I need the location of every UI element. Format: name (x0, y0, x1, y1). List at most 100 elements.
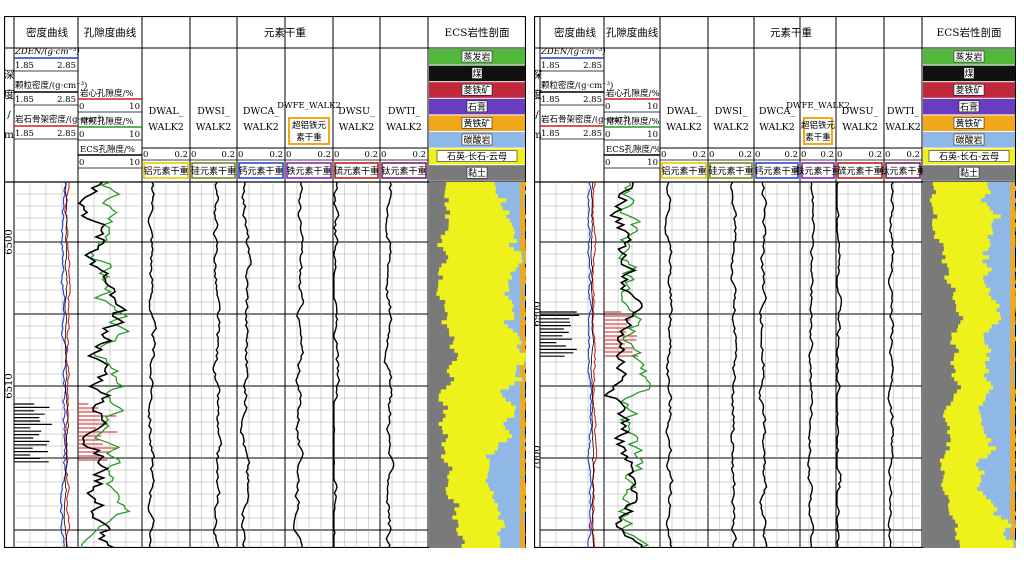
track-title-density: 密度曲线 (26, 26, 68, 39)
element-curve (383, 181, 395, 548)
porosity-scale-min: 0 (79, 102, 84, 112)
element-curve-name: WALK2 (148, 122, 184, 133)
depth-axis-label: 深 (4, 69, 14, 81)
element-curve (147, 181, 158, 548)
track-title-elements: 元素干重 (264, 26, 306, 39)
log-panel-right: 密度曲线 孔隙度曲线 元素干重 ECS岩性剖面深度 / m ZDEN/(g·cm⁻³) 1.8… (534, 16, 1016, 548)
element-scale-max: 0.2 (820, 150, 834, 160)
density-scale-max: 2.85 (583, 95, 602, 105)
element-label-box (238, 162, 284, 179)
porosity-scale-max: 10 (129, 102, 140, 112)
element-scale-max: 0.2 (174, 150, 188, 160)
density-scale-min: 1.85 (15, 129, 34, 139)
legend-label: 石英-长石-云母 (939, 151, 999, 163)
element-curve-name: DWFE_WALK2 (786, 101, 850, 111)
element-curve-name: DWAL_ (667, 106, 702, 117)
element-curve-name: DWCA_ (243, 106, 280, 117)
element-curve-name: WALK2 (842, 122, 878, 133)
density-curve-name: 颗粒密度/(g·cm⁻³) (541, 80, 613, 91)
density-scale-min: 1.85 (15, 61, 34, 71)
element-curve-name: WALK2 (759, 122, 795, 133)
legend-label: 黄铁矿 (463, 117, 490, 129)
element-scale-min: 0 (709, 150, 714, 160)
density-scale-max: 2.85 (583, 129, 602, 139)
porosity-scale-max: 10 (647, 102, 658, 112)
density-curve-name: ZDEN/(g·cm⁻³) (540, 46, 606, 57)
element-curve (212, 181, 223, 548)
element-scale-max: 0.2 (784, 150, 798, 160)
grid (540, 182, 922, 548)
track-title-ecs: ECS岩性剖面 (937, 26, 1002, 39)
element-curve-name: DWSI_ (197, 106, 230, 117)
depth-tick-label: 6500 (4, 229, 15, 254)
element-curve-name: WALK2 (713, 122, 749, 133)
porosity-curve-name: 岩心孔隙度/% (80, 88, 133, 99)
element-curve-name: DWTI_ (887, 106, 919, 117)
legend-label: 菱铁矿 (463, 84, 490, 96)
depth-tick-label: 6900 (534, 301, 543, 326)
element-scale-min: 0 (238, 150, 243, 160)
zden-curve (59, 181, 68, 548)
element-scale-min: 0 (143, 150, 148, 160)
porosity-scale-min: 0 (605, 130, 610, 140)
element-curve-name: WALK2 (885, 122, 921, 133)
porosity-scale-min: 0 (79, 158, 84, 168)
element-label: 铝元素干重 (661, 165, 706, 177)
depth-tick-label: 6510 (4, 373, 15, 398)
element-label: 钛元素干重 (381, 165, 426, 177)
element-curve-name: WALK2 (196, 122, 232, 133)
element-scale-min: 0 (885, 150, 890, 160)
element-label-box (801, 162, 835, 179)
element-curve-name: WALK2 (339, 122, 375, 133)
legend-label: 碳酸岩 (955, 134, 982, 146)
element-label: 铝元素干重 (143, 165, 188, 177)
depth-axis-label: / (7, 109, 11, 121)
element-label: 钙元素干重 (238, 165, 283, 177)
element-label: 铁元素干重 (795, 165, 840, 177)
element-label-box (755, 162, 799, 179)
density-curve-name: ZDEN/(g·cm⁻³) (14, 46, 80, 57)
element-label: 硫元素干重 (334, 165, 379, 177)
fe-extra-box (288, 117, 330, 145)
element-scale-min: 0 (286, 150, 291, 160)
element-scale-min: 0 (837, 150, 842, 160)
porosity-scale-min: 0 (79, 130, 84, 140)
element-label: 铁元素干重 (286, 165, 331, 177)
legend-label: 煤 (964, 68, 973, 80)
depth-axis-label: 度 (4, 88, 15, 101)
porosity-curve-name: 常规孔隙度/% (606, 116, 659, 127)
element-scale-max: 0.2 (317, 150, 331, 160)
legend-label: 石膏 (468, 101, 486, 113)
frame (534, 16, 1016, 548)
density-scale-min: 1.85 (541, 95, 560, 105)
grain-density-curve (590, 181, 595, 548)
element-curve-name: WALK2 (386, 122, 422, 133)
frame (4, 16, 526, 548)
density-scale-max: 2.85 (57, 61, 76, 71)
depth-axis-label: m (534, 129, 542, 141)
element-scale-max: 0.2 (738, 150, 752, 160)
element-label-box (286, 162, 332, 179)
element-curve (664, 181, 674, 548)
element-label: 硅元素干重 (191, 165, 236, 177)
track-title-porosity: 孔隙度曲线 (84, 26, 137, 39)
legend-label: 黏土 (468, 167, 486, 179)
fe-extra-label: 素干重 (296, 132, 322, 143)
element-label: 硅元素干重 (708, 165, 753, 177)
porosity-curve-name: ECS孔隙度/% (80, 144, 135, 155)
element-curve (292, 181, 305, 548)
element-label-box (709, 162, 753, 179)
density-scale-min: 1.85 (541, 129, 560, 139)
ecs-lithology-column (923, 182, 1016, 548)
element-curve (730, 181, 738, 548)
ecs-lithology-column (429, 182, 526, 548)
porosity-scale-max: 10 (129, 158, 140, 168)
element-label: 硫元素干重 (837, 165, 882, 177)
porosity-scale-min: 0 (605, 102, 610, 112)
element-curve (836, 181, 843, 548)
element-label-box (381, 162, 427, 179)
density-scale-max: 2.85 (57, 129, 76, 139)
porosity-scale-max: 10 (647, 158, 658, 168)
depth-axis-label: 度 (534, 88, 543, 101)
